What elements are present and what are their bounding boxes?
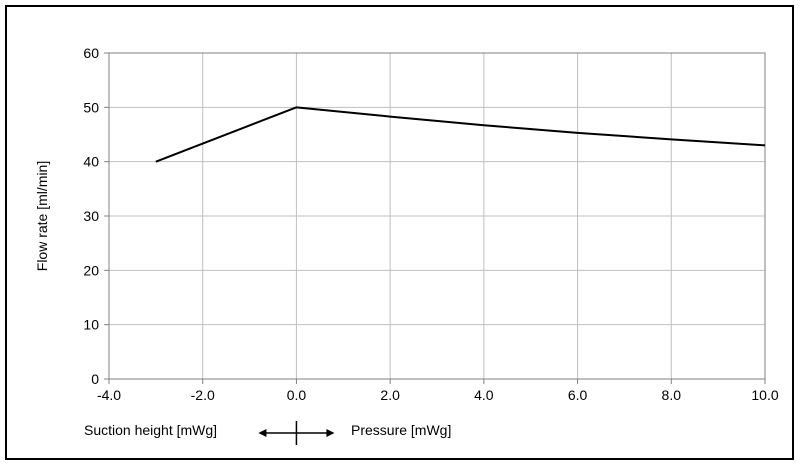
grid (108, 52, 766, 380)
x-tick-label: -4.0 (97, 387, 121, 403)
x-tick-label: 8.0 (662, 387, 682, 403)
y-tick-label: 50 (83, 99, 99, 115)
direction-arrows (258, 421, 335, 445)
axes (104, 52, 766, 384)
x-tick-label: 10.0 (751, 387, 778, 403)
x-tick-label: 6.0 (568, 387, 588, 403)
plot-area-border (108, 52, 766, 380)
y-axis-label: Flow rate [ml/min] (34, 161, 50, 271)
suction-height-label: Suction height [mWg] (84, 422, 218, 438)
y-tick-label: 40 (83, 154, 99, 170)
x-tick-label: 4.0 (474, 387, 494, 403)
y-tick-label: 20 (83, 262, 99, 278)
y-tick-label: 0 (91, 371, 99, 387)
y-tick-label: 30 (83, 208, 99, 224)
arrow-left-head (258, 429, 267, 437)
flow-rate-line (155, 106, 766, 163)
arrow-right-head (326, 429, 335, 437)
chart-frame (5, 5, 794, 460)
series (155, 106, 766, 163)
x-tick-label: 0.0 (287, 387, 307, 403)
y-tick-label: 10 (83, 317, 99, 333)
y-tick-label: 60 (83, 45, 99, 61)
x-tick-label: 2.0 (380, 387, 400, 403)
tick-labels: -4.0 -2.0 0.0 2.0 4.0 6.0 8.0 10.0 0 10 20 30 40 50 60 (83, 45, 778, 403)
pressure-label: Pressure [mWg] (351, 422, 452, 438)
x-tick-label: -2.0 (191, 387, 215, 403)
